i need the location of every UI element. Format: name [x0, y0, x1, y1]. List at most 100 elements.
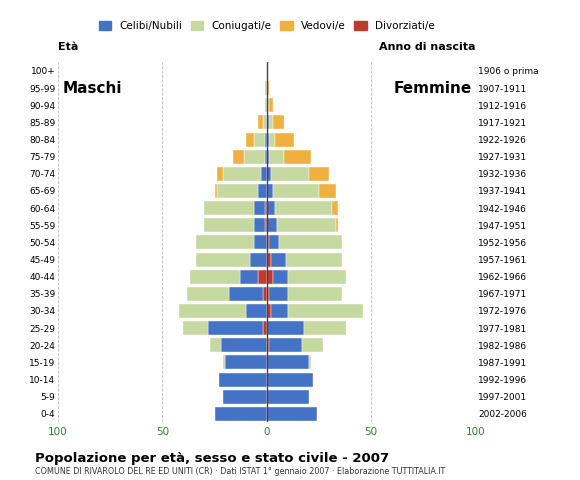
Bar: [332, 201, 338, 215]
Bar: [211, 338, 221, 352]
Bar: [277, 218, 336, 232]
Bar: [285, 252, 342, 266]
Bar: [267, 150, 269, 164]
Bar: [259, 115, 263, 130]
Bar: [267, 252, 271, 266]
Bar: [179, 304, 246, 318]
Bar: [254, 201, 264, 215]
Bar: [309, 167, 329, 181]
Bar: [269, 287, 288, 301]
Bar: [288, 287, 342, 301]
Bar: [183, 321, 208, 335]
Bar: [217, 167, 223, 181]
Bar: [215, 184, 217, 198]
Bar: [196, 252, 250, 266]
Bar: [264, 218, 267, 232]
Bar: [259, 270, 267, 284]
Bar: [254, 235, 267, 250]
Bar: [267, 372, 313, 386]
Bar: [267, 355, 309, 370]
Bar: [267, 287, 269, 301]
Text: Popolazione per età, sesso e stato civile - 2007: Popolazione per età, sesso e stato civil…: [35, 452, 389, 465]
Bar: [204, 218, 254, 232]
Bar: [269, 98, 273, 112]
Bar: [204, 201, 254, 215]
Bar: [250, 252, 267, 266]
Bar: [267, 304, 271, 318]
Bar: [219, 372, 267, 386]
Bar: [244, 150, 264, 164]
Bar: [271, 304, 288, 318]
Text: COMUNE DI RIVAROLO DEL RE ED UNITI (CR) · Dati ISTAT 1° gennaio 2007 · Elaborazi: COMUNE DI RIVAROLO DEL RE ED UNITI (CR) …: [35, 467, 445, 476]
Bar: [302, 338, 323, 352]
Bar: [208, 321, 263, 335]
Bar: [284, 150, 311, 164]
Bar: [273, 115, 284, 130]
Bar: [267, 390, 309, 404]
Bar: [269, 150, 284, 164]
Bar: [273, 184, 319, 198]
Bar: [254, 218, 264, 232]
Bar: [254, 132, 264, 146]
Bar: [225, 355, 267, 370]
Bar: [269, 338, 302, 352]
Bar: [280, 235, 342, 250]
Bar: [264, 201, 267, 215]
Bar: [223, 167, 260, 181]
Bar: [267, 167, 271, 181]
Bar: [288, 304, 363, 318]
Bar: [215, 407, 267, 421]
Bar: [319, 184, 336, 198]
Bar: [223, 355, 225, 370]
Text: Anno di nascita: Anno di nascita: [379, 42, 476, 52]
Bar: [267, 218, 277, 232]
Text: Età: Età: [58, 42, 78, 52]
Bar: [267, 407, 317, 421]
Bar: [267, 338, 269, 352]
Bar: [264, 98, 267, 112]
Bar: [223, 390, 267, 404]
Bar: [267, 115, 269, 130]
Bar: [221, 338, 267, 352]
Bar: [273, 270, 288, 284]
Bar: [269, 132, 275, 146]
Bar: [304, 321, 346, 335]
Text: Femmine: Femmine: [393, 81, 472, 96]
Bar: [246, 304, 267, 318]
Bar: [275, 201, 332, 215]
Bar: [263, 287, 267, 301]
Bar: [246, 132, 254, 146]
Bar: [190, 270, 240, 284]
Bar: [233, 150, 244, 164]
Legend: Celibi/Nubili, Coniugati/e, Vedovi/e, Divorziati/e: Celibi/Nubili, Coniugati/e, Vedovi/e, Di…: [95, 17, 439, 36]
Bar: [271, 252, 285, 266]
Bar: [309, 355, 311, 370]
Text: Maschi: Maschi: [62, 81, 122, 96]
Bar: [271, 167, 309, 181]
Bar: [267, 321, 304, 335]
Bar: [267, 81, 269, 95]
Bar: [336, 218, 338, 232]
Bar: [264, 81, 267, 95]
Bar: [267, 235, 269, 250]
Bar: [269, 115, 273, 130]
Bar: [267, 184, 273, 198]
Bar: [229, 287, 263, 301]
Bar: [196, 235, 254, 250]
Bar: [264, 132, 267, 146]
Bar: [288, 270, 346, 284]
Bar: [269, 235, 280, 250]
Bar: [267, 201, 275, 215]
Bar: [217, 184, 259, 198]
Bar: [187, 287, 229, 301]
Bar: [267, 98, 269, 112]
Bar: [240, 270, 259, 284]
Bar: [260, 167, 267, 181]
Bar: [267, 132, 269, 146]
Bar: [259, 184, 267, 198]
Bar: [267, 270, 273, 284]
Bar: [263, 321, 267, 335]
Bar: [264, 150, 267, 164]
Bar: [263, 115, 267, 130]
Bar: [275, 132, 294, 146]
